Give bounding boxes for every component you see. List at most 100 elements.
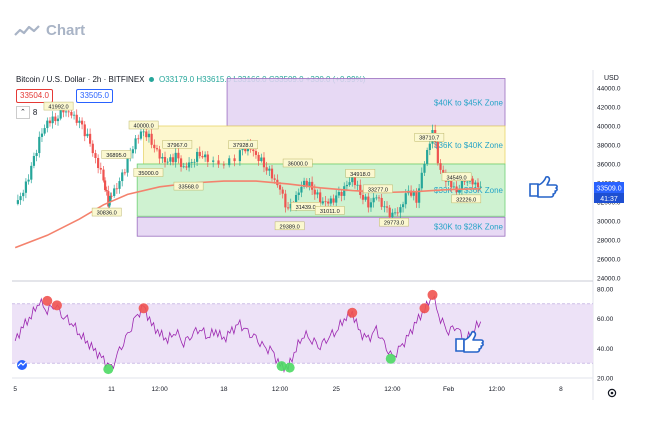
price-annotation: 33277.0	[368, 187, 388, 193]
candle-body	[222, 164, 225, 166]
candle-body	[126, 158, 129, 173]
zone-box[interactable]	[136, 216, 506, 237]
candle-body	[238, 150, 242, 162]
candle-body	[185, 166, 188, 168]
candle-body	[383, 206, 386, 208]
candle-body	[115, 188, 118, 190]
price-annotation: 41992.0	[48, 105, 68, 111]
candle-body	[286, 207, 290, 209]
candle-body	[102, 169, 105, 181]
candle-body	[380, 197, 383, 207]
price-annotation-box	[173, 181, 204, 191]
symbol-exchange: BITFINEX	[108, 75, 145, 84]
price-annotation-box	[101, 150, 132, 159]
price-annotation: 35000.0	[138, 171, 158, 177]
candle-body	[171, 157, 175, 163]
candle-body	[99, 168, 102, 170]
time-tick-label: 5	[13, 386, 17, 393]
time-tick-label: 8	[559, 386, 563, 393]
candle-body	[217, 160, 220, 165]
candle-body	[105, 190, 108, 192]
symbol-interval[interactable]: 2h	[92, 75, 102, 84]
candle-body	[179, 158, 183, 167]
candle-body	[442, 169, 445, 175]
candle-body	[145, 131, 148, 138]
zone-label: $36K to $40K Zone	[434, 141, 503, 150]
candle-body	[439, 163, 442, 170]
zone-box[interactable]	[143, 125, 506, 165]
candle-body	[372, 197, 375, 203]
pointing-hand-icon	[455, 331, 484, 353]
price-tick-label: 30000.0	[597, 219, 621, 226]
candle-body	[46, 120, 49, 129]
candle-body	[177, 152, 180, 159]
zone-label: $30K to $28K Zone	[434, 223, 503, 232]
candle-body	[423, 163, 426, 173]
symbol-name[interactable]: Bitcoin / U.S. Dollar	[16, 75, 86, 84]
candle-body	[193, 161, 196, 163]
candle-body	[228, 158, 231, 166]
candle-body	[187, 162, 191, 168]
candle-body	[335, 195, 338, 203]
candle-body	[254, 151, 258, 155]
candle-body	[340, 192, 343, 196]
candle-body	[30, 165, 33, 180]
zone-label: $40K to $45K Zone	[434, 98, 503, 107]
indicator-toggle[interactable]: ⌃ 8	[16, 106, 37, 119]
price-annotation: 37967.0	[167, 143, 187, 149]
time-tick-label: 12:00	[384, 386, 401, 393]
chevron-up-icon[interactable]: ⌃	[16, 106, 30, 119]
candle-body	[351, 176, 354, 183]
price-annotation: 34918.0	[350, 172, 370, 178]
candle-body	[108, 201, 111, 207]
candle-body	[361, 195, 365, 200]
price-annotation: 40000.0	[133, 124, 153, 130]
candle-body	[273, 178, 276, 180]
candle-body	[332, 198, 335, 203]
candle-body	[281, 189, 284, 194]
candle-body	[201, 156, 204, 158]
gear-icon[interactable]	[607, 388, 617, 398]
candle-body	[359, 184, 362, 196]
price-annotation-box	[282, 158, 313, 168]
candle-body	[166, 161, 169, 163]
candle-body	[89, 133, 92, 144]
candle-body	[415, 192, 418, 203]
candle-body	[103, 180, 107, 191]
moving-average-line	[14, 180, 481, 249]
price-annotation-box	[379, 217, 409, 227]
price-tick-label: 42000.0	[597, 105, 621, 112]
candle-body	[388, 207, 391, 218]
candle-body	[452, 186, 456, 188]
candle-body	[32, 156, 36, 166]
candle-body	[75, 114, 78, 123]
candle-body	[190, 162, 193, 164]
candle-body	[401, 204, 405, 208]
buy-price-button[interactable]: 33505.0	[76, 89, 113, 103]
time-tick-label: 25	[333, 386, 341, 393]
candle-body	[289, 204, 292, 209]
candle-body	[244, 148, 247, 152]
candle-body	[337, 192, 340, 196]
candle-body	[40, 133, 44, 137]
price-annotation-box	[314, 206, 345, 215]
indicator-count: 8	[32, 108, 38, 117]
zone-box[interactable]	[226, 78, 506, 127]
candle-body	[241, 148, 244, 151]
price-tick-label: 36000.0	[597, 162, 621, 169]
candle-body	[426, 150, 429, 164]
candle-body	[67, 111, 70, 113]
price-annotation: 34549.0	[446, 175, 466, 181]
price-tick-label: 26000.0	[597, 257, 621, 264]
rsi-tick-label: 60.00	[597, 316, 614, 323]
oversold-marker	[385, 353, 396, 364]
candle-body	[107, 191, 110, 207]
overbought-marker	[42, 295, 53, 306]
candle-body	[134, 138, 137, 150]
current-price-label: 33509.0 41:37	[594, 182, 624, 203]
sell-price-button[interactable]: 33504.0	[16, 89, 53, 103]
rsi-tick-label: 80.00	[597, 287, 614, 294]
zone-label: $33K to $36K Zone	[434, 186, 503, 195]
pointing-hand-icon	[529, 176, 558, 198]
